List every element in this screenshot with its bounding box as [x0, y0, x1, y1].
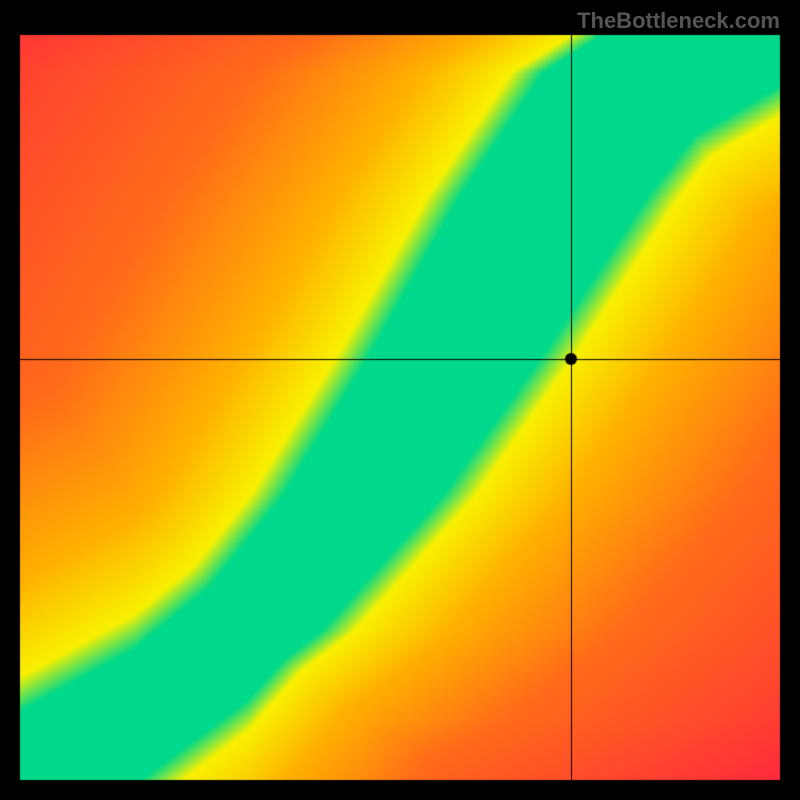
chart-container: TheBottleneck.com — [0, 0, 800, 800]
bottleneck-heatmap — [0, 0, 800, 800]
attribution-label: TheBottleneck.com — [577, 8, 780, 34]
